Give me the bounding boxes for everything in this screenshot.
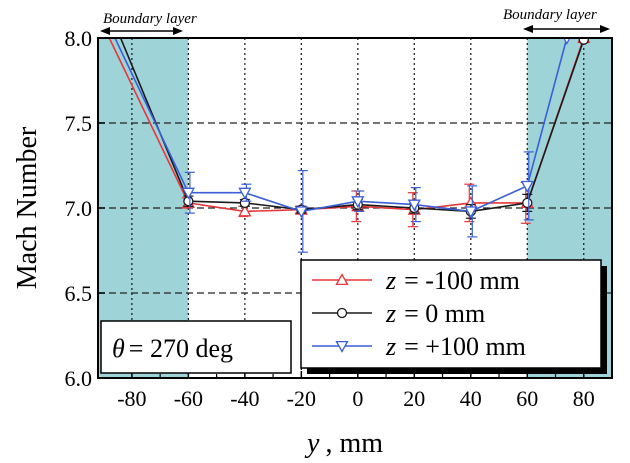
x-axis-unit: , mm <box>325 428 383 459</box>
data-point <box>578 38 589 45</box>
legend: z = -100 mm z = 0 mm z = +100 mm <box>300 259 607 374</box>
x-tick-label: 20 <box>403 386 425 411</box>
legend-var: z <box>385 266 396 295</box>
y-tick-label: 6.0 <box>65 366 93 391</box>
x-tick-label: -20 <box>287 386 316 411</box>
legend-marker <box>335 273 349 286</box>
boundary-arrow-left <box>100 27 183 35</box>
x-tick-label: -60 <box>174 386 203 411</box>
data-point <box>239 197 251 209</box>
legend-var: z <box>385 332 396 361</box>
y-axis-label: Mach Number <box>12 126 43 289</box>
y-tick-label: 7.5 <box>65 111 93 136</box>
x-tick-label: -80 <box>117 386 146 411</box>
y-tick-label: 8.0 <box>65 26 93 51</box>
x-tick-label: 60 <box>516 386 538 411</box>
series-layer <box>108 38 591 253</box>
data-point <box>181 187 195 200</box>
legend-marker <box>335 340 349 353</box>
data-point <box>407 199 421 212</box>
legend-marker <box>336 307 348 319</box>
y-tick-label: 7.0 <box>65 196 93 221</box>
legend-label: z = 0 mm <box>385 299 485 328</box>
data-point <box>520 180 534 193</box>
angle-annotation-box <box>100 320 292 374</box>
x-tick-label: 40 <box>460 386 482 411</box>
legend-text: = -100 mm <box>404 266 520 295</box>
x-axis-label: y, mm <box>304 428 383 459</box>
y-tick-label: 6.5 <box>65 281 93 306</box>
data-point <box>464 206 478 219</box>
x-tick-label: 0 <box>352 386 363 411</box>
legend-var: z <box>385 299 396 328</box>
legend-text: = 0 mm <box>404 299 485 328</box>
data-point <box>294 206 308 219</box>
series-2 <box>114 38 571 253</box>
x-tick-label: -40 <box>230 386 259 411</box>
x-axis-variable: y <box>304 428 320 459</box>
legend-box <box>300 259 602 369</box>
angle-annotation: θ = 270 deg <box>112 334 233 363</box>
legend-items: z = -100 mm z = 0 mm z = +100 mm <box>312 266 526 361</box>
legend-label: z = +100 mm <box>385 332 526 361</box>
boundary-arrow-right <box>523 25 610 33</box>
data-point <box>238 187 252 200</box>
data-point <box>522 197 533 209</box>
x-tick-label: 80 <box>573 386 595 411</box>
angle-value: = 270 deg <box>129 334 233 363</box>
angle-symbol: θ <box>112 334 125 363</box>
boundary-layer-label-left: Boundary layer <box>103 11 197 27</box>
tick-layer: -80 -60 -40 -20 0 20 40 60 80 6.0 6.5 7.0 7.5 8.0 <box>65 26 595 411</box>
data-point <box>351 196 365 209</box>
legend-label: z = -100 mm <box>385 266 520 295</box>
legend-text: = +100 mm <box>404 332 526 361</box>
data-point <box>238 204 252 217</box>
boundary-layer-label-right: Boundary layer <box>503 7 597 23</box>
